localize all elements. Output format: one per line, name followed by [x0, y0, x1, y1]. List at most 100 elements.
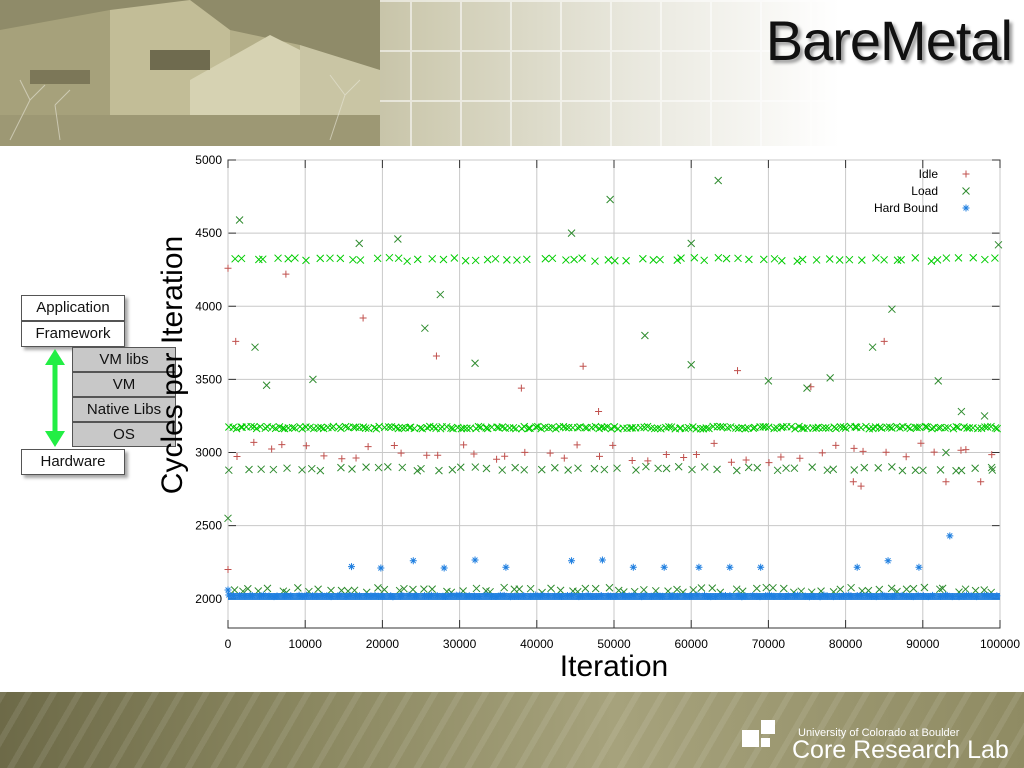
data-point [690, 253, 699, 262]
data-point [579, 362, 587, 370]
data-point [364, 443, 372, 451]
stack-native-libs: Native Libs [72, 397, 176, 422]
data-point [362, 463, 370, 471]
data-point [243, 584, 252, 593]
data-point [791, 424, 799, 433]
data-point [283, 464, 291, 473]
data-point [632, 466, 640, 474]
data-point [853, 563, 861, 571]
data-point [936, 466, 945, 474]
data-point [745, 255, 753, 264]
data-point [591, 422, 600, 431]
data-point [946, 532, 954, 540]
data-point [609, 441, 617, 449]
data-point [251, 343, 259, 352]
data-point [461, 256, 470, 265]
legend-label: Hard Bound [874, 201, 938, 215]
data-point [749, 424, 758, 433]
data-point [520, 422, 529, 431]
data-point [700, 463, 709, 471]
data-point [934, 423, 943, 432]
data-point [398, 424, 407, 432]
data-point [857, 482, 865, 490]
data-point [665, 423, 673, 431]
data-point [798, 255, 807, 264]
lab-logo-icon-small [761, 720, 775, 734]
data-point [600, 465, 609, 474]
data-point [741, 424, 750, 433]
data-point [829, 465, 838, 474]
data-point [231, 254, 239, 263]
data-point [547, 584, 555, 593]
data-point [779, 584, 788, 593]
data-point [865, 424, 874, 433]
data-point [935, 585, 944, 594]
data-point [393, 235, 402, 243]
data-point [603, 422, 612, 431]
data-point [456, 463, 465, 472]
data-point [471, 359, 479, 368]
data-point [987, 463, 996, 472]
data-point [969, 253, 978, 262]
data-point [692, 451, 700, 459]
data-point [352, 454, 360, 462]
data-point [859, 447, 867, 455]
data-point [770, 424, 778, 433]
data-point [906, 424, 915, 433]
data-point [722, 254, 731, 263]
data-point [957, 407, 966, 416]
data-point [541, 254, 550, 263]
data-point [934, 376, 943, 385]
data-point [660, 563, 668, 571]
data-point [224, 586, 232, 594]
data-point [256, 422, 265, 431]
stack-vm-libs: VM libs [72, 347, 176, 372]
data-point [942, 448, 950, 457]
x-tick-label: 30000 [443, 637, 477, 651]
data-point [423, 423, 431, 432]
data-point [732, 466, 741, 475]
data-point [818, 449, 826, 457]
chart-y-axis-label: Cycles per Iteration [156, 235, 189, 495]
data-point [449, 424, 457, 433]
data-point [884, 557, 892, 565]
data-point [752, 584, 761, 593]
data-point [888, 305, 896, 314]
data-point [965, 424, 974, 432]
data-point [524, 424, 533, 433]
data-point [460, 424, 468, 433]
data-point [726, 563, 734, 571]
data-point [902, 585, 911, 594]
data-point [544, 423, 553, 432]
data-point [418, 424, 427, 433]
data-point [560, 454, 568, 462]
data-point [667, 423, 676, 431]
data-point [498, 466, 507, 474]
data-point [921, 422, 930, 431]
data-point [252, 424, 261, 433]
data-point [662, 464, 671, 473]
data-point [790, 464, 799, 473]
data-point [502, 563, 510, 571]
data-point [521, 448, 529, 456]
data-point [326, 254, 334, 263]
data-point [581, 584, 590, 593]
data-point [591, 257, 599, 266]
data-point [377, 564, 385, 572]
data-point [570, 255, 578, 264]
data-point [337, 586, 346, 595]
footer-texture [0, 692, 1024, 768]
data-point [374, 463, 383, 472]
data-point [413, 255, 422, 264]
data-point [657, 424, 665, 433]
data-point [689, 586, 698, 594]
data-point [872, 254, 880, 262]
data-point [509, 423, 518, 432]
data-point [263, 584, 272, 593]
data-point [550, 463, 559, 472]
data-point [511, 463, 520, 472]
x-tick-label: 100000 [980, 637, 1020, 651]
data-point [742, 456, 750, 464]
data-point [568, 557, 576, 565]
data-point [977, 478, 985, 486]
